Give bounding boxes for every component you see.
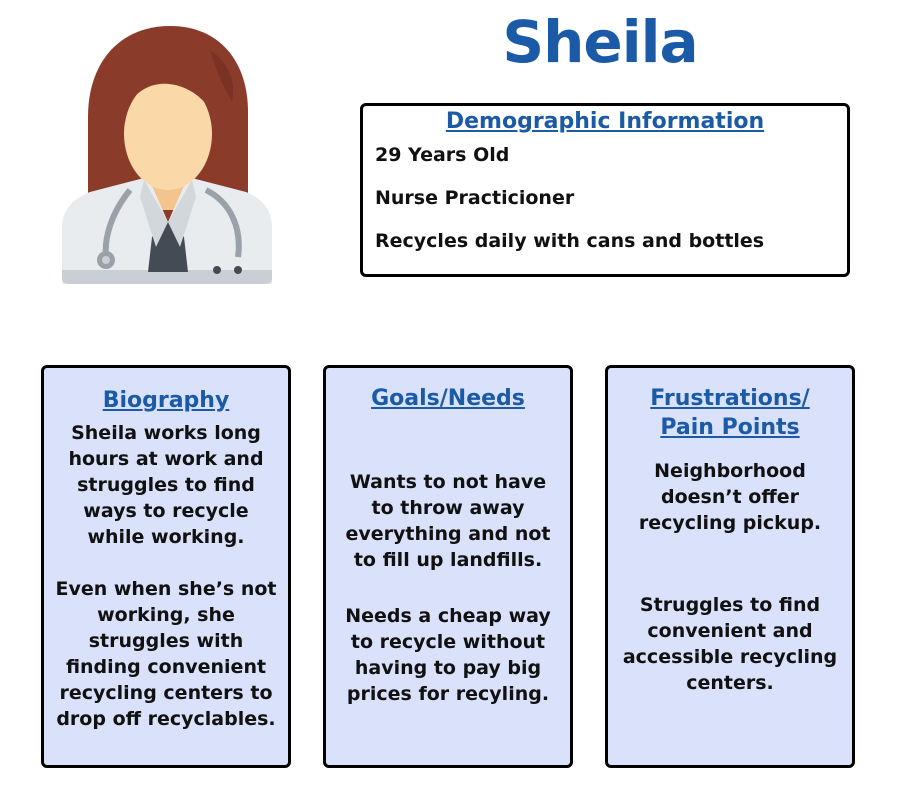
- biography-card: Biography Sheila works long hours at wor…: [41, 365, 291, 768]
- nurse-avatar-icon: [60, 22, 275, 284]
- frustrations-card: Frustrations/ Pain Points Neighborhood d…: [605, 365, 855, 768]
- goals-needs-card: Goals/Needs Wants to not have to throw a…: [323, 365, 573, 768]
- demographic-age: 29 Years Old: [375, 144, 510, 166]
- biography-paragraph: Even when she’s not working, she struggl…: [55, 578, 277, 730]
- demographic-occupation: Nurse Practicioner: [375, 187, 575, 209]
- demographic-info-box: Demographic Information 29 Years Old Nur…: [360, 103, 850, 277]
- biography-paragraph: Sheila works long hours at work and stru…: [68, 422, 264, 548]
- frustrations-title-line: Frustrations/: [650, 386, 810, 411]
- goals-paragraph: Needs a cheap way to recycle without hav…: [345, 605, 551, 705]
- frustrations-paragraph: Struggles to find convenient and accessi…: [622, 594, 838, 694]
- goals-paragraph: Wants to not have to throw away everythi…: [345, 471, 551, 571]
- biography-title: Biography: [102, 388, 230, 413]
- persona-name: Sheila: [502, 8, 698, 76]
- demographic-habit: Recycles daily with cans and bottles: [375, 230, 765, 252]
- frustrations-title-line: Pain Points: [660, 415, 800, 440]
- demographic-title: Demographic Information: [445, 109, 765, 134]
- frustrations-title: Frustrations/ Pain Points: [608, 384, 852, 442]
- goals-needs-title: Goals/Needs: [371, 386, 525, 411]
- frustrations-paragraph: Neighborhood doesn’t offer recycling pic…: [638, 460, 822, 534]
